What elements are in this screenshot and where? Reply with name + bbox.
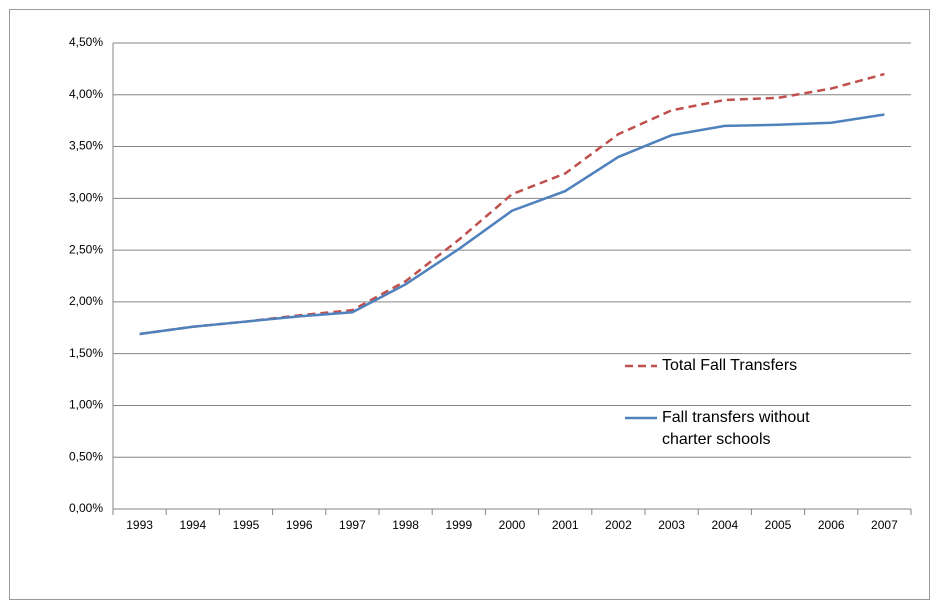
y-tick-label: 2,50% (69, 242, 103, 256)
y-tick-label: 4,50% (69, 35, 103, 49)
x-tick-label: 1998 (392, 518, 419, 532)
x-tick-label: 2006 (818, 518, 845, 532)
x-tick-label: 2004 (711, 518, 738, 532)
x-tick-label: 2000 (499, 518, 526, 532)
chart-border (9, 9, 930, 600)
x-tick-label: 2002 (605, 518, 632, 532)
x-tick-label: 1995 (233, 518, 260, 532)
y-tick-label: 2,00% (69, 294, 103, 308)
x-tick-label: 1993 (126, 518, 153, 532)
x-tick-label: 1997 (339, 518, 366, 532)
x-tick-label: 1994 (179, 518, 206, 532)
y-tick-label: 3,00% (69, 191, 103, 205)
x-tick-label: 1996 (286, 518, 313, 532)
y-tick-label: 1,00% (69, 398, 103, 412)
x-tick-label: 2007 (871, 518, 898, 532)
x-tick-label: 2005 (765, 518, 792, 532)
x-tick-label: 2001 (552, 518, 579, 532)
series-line (139, 113, 885, 336)
y-tick-label: 0,50% (69, 449, 103, 463)
y-tick-label: 4,00% (69, 87, 103, 101)
x-tick-label: 2003 (658, 518, 685, 532)
legend-label: Fall transfers without charter schools (662, 409, 810, 448)
y-tick-label: 0,00% (69, 501, 103, 515)
y-tick-label: 3,50% (69, 139, 103, 153)
x-tick-label: 1999 (445, 518, 472, 532)
y-tick-label: 1,50% (69, 346, 103, 360)
legend-label: Total Fall Transfers (662, 357, 798, 374)
